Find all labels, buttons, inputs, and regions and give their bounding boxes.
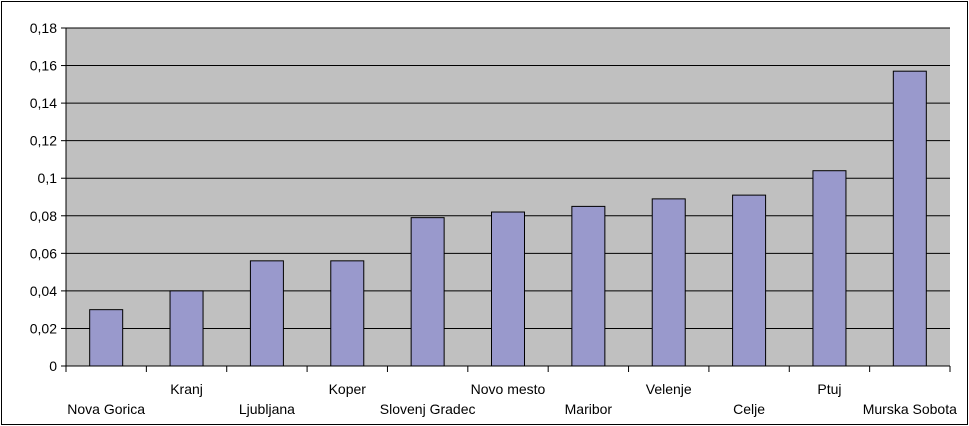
y-tick-label: 0 xyxy=(49,358,57,374)
bar xyxy=(892,70,927,367)
bar xyxy=(732,194,767,367)
y-axis-ticks: 0 0,02 0,04 0,06 0,08 0,1 0,12 0,14 0,16 0,18 xyxy=(30,20,66,374)
x-axis-ticks xyxy=(65,366,951,372)
x-category-label: Maribor xyxy=(565,401,613,417)
x-category-label: Kranj xyxy=(170,381,203,397)
y-tick-label: 0,18 xyxy=(30,20,57,36)
x-axis-labels: Nova Gorica Kranj Ljubljana Koper Slovenj Gr… xyxy=(67,381,957,417)
bar xyxy=(812,170,847,367)
y-tick-label: 0,14 xyxy=(30,95,57,111)
bar xyxy=(330,260,365,367)
bar xyxy=(89,309,124,367)
y-tick-label: 0,16 xyxy=(30,58,57,74)
y-tick-label: 0,12 xyxy=(30,133,57,149)
bar xyxy=(169,290,204,367)
x-category-label: Slovenj Gradec xyxy=(380,401,476,417)
x-category-label: Murska Sobota xyxy=(863,401,957,417)
bar xyxy=(571,205,606,367)
bar xyxy=(491,211,525,367)
y-tick-label: 0,02 xyxy=(30,320,57,336)
y-tick-label: 0,1 xyxy=(38,170,58,186)
bar xyxy=(249,260,284,367)
x-category-label: Koper xyxy=(329,381,367,397)
x-category-label: Ptuj xyxy=(817,381,841,397)
x-category-label: Ljubljana xyxy=(239,401,295,417)
x-category-label: Nova Gorica xyxy=(67,401,145,417)
x-category-label: Velenje xyxy=(646,381,692,397)
x-category-label: Celje xyxy=(733,401,765,417)
y-tick-label: 0,08 xyxy=(30,208,57,224)
bar xyxy=(410,217,445,367)
y-tick-label: 0,06 xyxy=(30,245,57,261)
bar xyxy=(651,198,686,367)
x-category-label: Novo mesto xyxy=(471,381,546,397)
y-tick-label: 0,04 xyxy=(30,283,57,299)
bars xyxy=(89,70,927,367)
